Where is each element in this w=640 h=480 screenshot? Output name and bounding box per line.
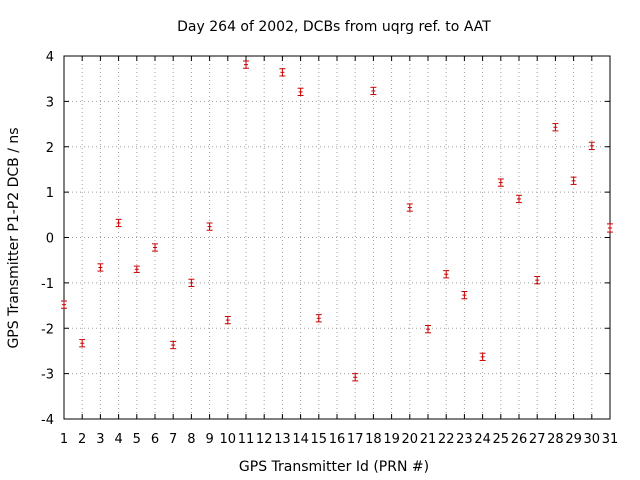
data-point [206,222,213,231]
data-point [588,141,595,150]
y-tick-label: -2 [41,322,54,337]
x-tick-label: 13 [274,432,291,447]
x-tick-label: 30 [584,432,601,447]
y-tick-labels: 4 3 2 1 0 -1 -2 -3 -4 [41,50,54,428]
plot-border [63,55,611,420]
y-tick-label: 3 [46,95,54,110]
data-points [61,60,613,382]
y-tick-label: -4 [41,413,54,428]
x-tick-label: 1 [60,432,68,447]
data-point [79,339,86,348]
data-point [279,68,286,77]
data-point [370,86,377,96]
y-tick-label: -3 [41,368,54,383]
x-tick-label: 25 [493,432,510,447]
x-tick-label: 12 [256,432,273,447]
x-tick-label: 28 [547,432,564,447]
x-tick-label: 17 [347,432,364,447]
data-point [552,123,559,132]
y-tick-label: 1 [46,186,54,201]
y-tick-label: -1 [41,277,54,292]
data-point [243,60,249,69]
x-tick-label: 19 [383,432,400,447]
x-tick-label: 24 [474,432,491,447]
y-tick-label: 4 [46,50,54,65]
x-tick-labels: 1 2 3 4 5 6 7 8 9 10 11 12 13 14 15 16 17 18 19 20 21 22 23 24 2… [60,432,618,447]
x-tick-label: 10 [220,432,237,447]
chart-title: Day 264 of 2002, DCBs from uqrg ref. to … [177,19,491,35]
y-tick-label: 2 [46,141,54,156]
data-point [497,178,504,187]
data-point [61,300,67,309]
x-tick-label: 4 [114,432,122,447]
x-tick-label: 31 [602,432,619,447]
y-tick-label: 0 [46,232,54,247]
x-tick-label: 11 [238,432,255,447]
data-point [479,352,486,361]
x-tick-label: 2 [78,432,86,447]
x-tick-label: 5 [133,432,141,447]
axes [63,55,611,420]
x-tick-label: 22 [438,432,455,447]
x-axis-label: GPS Transmitter Id (PRN #) [239,459,429,475]
data-point [461,290,468,300]
data-point [152,243,158,252]
data-point [224,315,231,325]
x-tick-label: 3 [96,432,104,447]
data-point [188,278,195,288]
data-point [297,87,304,96]
x-tick-label: 27 [529,432,546,447]
x-tick-label: 9 [205,432,213,447]
x-tick-label: 7 [169,432,177,447]
x-tick-label: 6 [151,432,159,447]
x-tick-label: 8 [187,432,195,447]
data-point [607,223,613,233]
data-point [570,176,577,185]
data-point [315,314,322,323]
x-tick-label: 20 [402,432,419,447]
x-tick-label: 23 [456,432,473,447]
data-point [133,265,140,273]
data-point [115,218,122,228]
data-point [516,194,522,204]
x-tick-label: 29 [565,432,582,447]
data-point [97,263,104,272]
x-tick-label: 18 [365,432,382,447]
x-tick-label: 21 [420,432,437,447]
data-point [534,276,541,285]
data-point [425,325,431,334]
data-point [352,373,359,382]
data-point [170,340,177,350]
x-tick-label: 14 [292,432,309,447]
x-tick-label: 15 [311,432,328,447]
x-tick-label: 26 [511,432,528,447]
data-point [443,270,450,279]
y-axis-label: GPS Transmitter P1-P2 DCB / ns [6,127,22,348]
grid [64,56,610,419]
x-tick-label: 16 [329,432,346,447]
data-point [406,203,413,212]
